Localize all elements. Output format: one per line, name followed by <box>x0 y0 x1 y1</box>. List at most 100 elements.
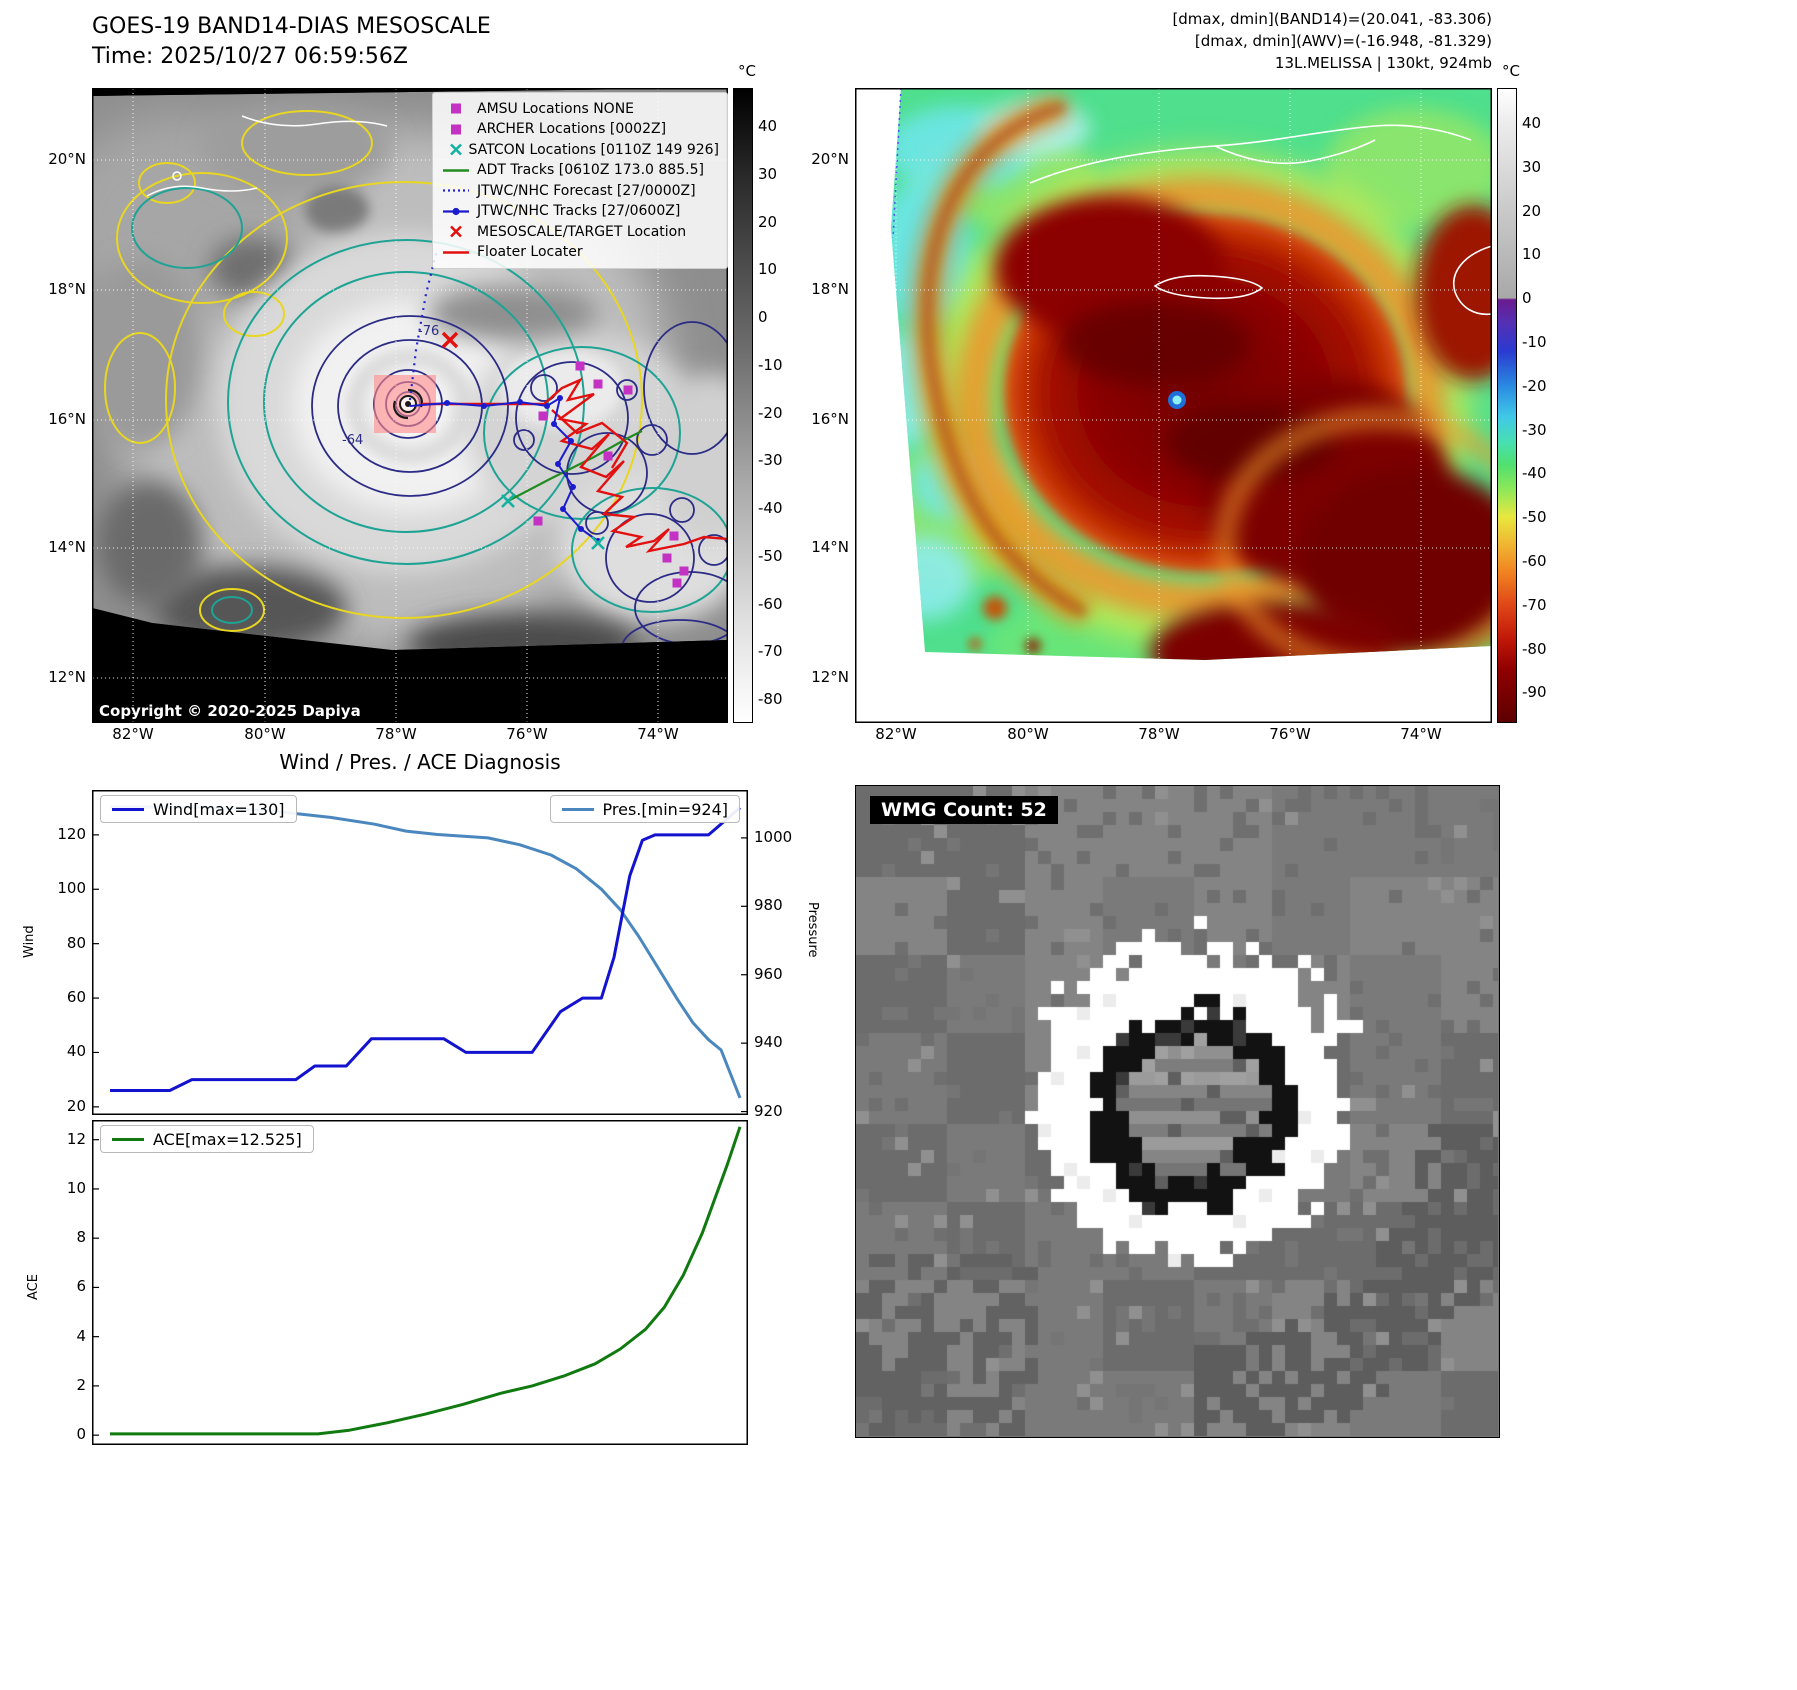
colorbar-tick-label: -10 <box>1522 333 1547 351</box>
ace-tick-label: 0 <box>76 1425 86 1444</box>
wmg-panel: WMG Count: 52 <box>855 785 1500 1438</box>
colorbar-tick-label: -60 <box>758 594 783 613</box>
square-icon <box>451 124 461 135</box>
ace-legend: ACE[max=12.525] <box>100 1125 314 1153</box>
wind-axis-label: Wind <box>22 925 37 958</box>
colorbar-tick-label: -80 <box>1522 639 1547 658</box>
ace-axis-label: ACE <box>26 1274 41 1300</box>
swath-edge-line <box>892 89 902 239</box>
legend-item: ADT Tracks [0610Z 173.0 885.5] <box>441 161 719 181</box>
pressure-legend-label: Pres.[min=924] <box>602 799 728 819</box>
colorbar-tick-label: 0 <box>758 308 768 327</box>
legend-item: ARCHER Locations [0002Z] <box>441 120 719 140</box>
lat-tick-label: 12°N <box>811 668 849 686</box>
contour-label: -76 <box>418 324 439 339</box>
legend-item: MESOSCALE/TARGET Location <box>441 222 719 242</box>
band14-title: GOES-19 BAND14-DIAS MESOSCALE <box>92 14 491 39</box>
lon-tick-label: 76°W <box>506 725 548 743</box>
wmg-image <box>856 786 1498 1436</box>
colorbar-tick-label: -80 <box>758 690 783 709</box>
lat-tick-label: 16°N <box>48 410 86 428</box>
legend-label: MESOSCALE/TARGET Location <box>477 223 687 240</box>
pressure-axis-label: Pressure <box>805 902 820 958</box>
wind-tick-label: 20 <box>66 1096 86 1115</box>
colorbar-tick-label: 30 <box>1522 157 1542 176</box>
colorbar-tick-label: 20 <box>1522 201 1542 220</box>
x-icon <box>450 143 462 156</box>
lat-tick-label: 12°N <box>48 668 86 686</box>
pressure-tick-label: 980 <box>754 896 783 915</box>
pressure-tick-label: 920 <box>754 1101 783 1120</box>
lon-tick-label: 76°W <box>1269 725 1311 743</box>
legend-item: JTWC/NHC Tracks [27/0600Z] <box>441 202 719 222</box>
floater-track-lines <box>422 377 727 553</box>
colorbar-unit: °C <box>1502 62 1520 80</box>
ace-tick-label: 6 <box>76 1277 86 1296</box>
coastline <box>1029 124 1491 316</box>
lat-tick-label: 14°N <box>48 538 86 556</box>
dmax-dmin-awv: [dmax, dmin](AWV)=(-16.948, -81.329) <box>1194 32 1492 50</box>
awv-satellite-map <box>855 88 1492 723</box>
pressure-series-line <box>110 805 742 1099</box>
ace-tick-label: 12 <box>66 1129 86 1148</box>
wind-pressure-chart: Wind[max=130] Pres.[min=924] <box>92 790 748 1115</box>
colorbar-tick-label: -10 <box>758 355 783 374</box>
coastline <box>146 115 388 197</box>
mesoscale-target-marker <box>441 331 459 349</box>
pressure-legend: Pres.[min=924] <box>549 795 740 823</box>
legend-item: AMSU Locations NONE <box>441 99 719 119</box>
copyright-text: Copyright © 2020-2025 Dapiya <box>99 702 361 720</box>
colorbar-tick-label: -30 <box>1522 420 1547 439</box>
colorbar-tick-label: -50 <box>1522 508 1547 527</box>
wind-line-sample <box>112 807 144 811</box>
colorbar-tick-label: -40 <box>758 499 783 518</box>
wind-tick-label: 120 <box>57 824 86 843</box>
legend-item: JTWC/NHC Forecast [27/0000Z] <box>441 181 719 201</box>
colorbar-tick-label: -60 <box>1522 551 1547 570</box>
lat-tick-label: 16°N <box>811 410 849 428</box>
x-icon <box>450 225 462 238</box>
wind-tick-label: 60 <box>66 988 86 1007</box>
colorbar-tick-label: -20 <box>1522 376 1547 395</box>
ace-legend-label: ACE[max=12.525] <box>153 1129 302 1149</box>
wind-tick-label: 40 <box>66 1042 86 1061</box>
ace-tick-label: 8 <box>76 1228 86 1247</box>
line-icon <box>443 251 469 254</box>
wind-legend: Wind[max=130] <box>100 795 297 823</box>
jtwc-track-line <box>409 395 601 544</box>
line-dot-icon <box>443 207 469 215</box>
hurricane-symbol-icon <box>393 388 423 420</box>
colorbar-unit: °C <box>738 62 756 80</box>
colorbar-tick-label: 30 <box>758 164 778 183</box>
lat-tick-label: 18°N <box>811 280 849 298</box>
ace-series-line <box>110 1126 742 1436</box>
wind-pressure-plot <box>92 790 748 1115</box>
band14-time: Time: 2025/10/27 06:59:56Z <box>92 44 408 69</box>
legend-label: Floater Locater <box>477 244 583 261</box>
archer-location-markers <box>533 361 689 588</box>
adt-track-line <box>507 430 643 502</box>
pressure-tick-label: 960 <box>754 964 783 983</box>
legend-label: ADT Tracks [0610Z 173.0 885.5] <box>477 162 704 179</box>
wmg-count-badge: WMG Count: 52 <box>870 796 1058 824</box>
awv-header: [dmax, dmin](BAND14)=(20.041, -83.306) [… <box>1172 8 1492 74</box>
band14-map-legend: AMSU Locations NONE ARCHER Locations [000… <box>432 92 728 269</box>
jtwc-forecast-line <box>408 249 439 401</box>
colorbar-tick-label: -90 <box>1522 683 1547 702</box>
lat-tick-label: 20°N <box>48 150 86 168</box>
legend-label: AMSU Locations NONE <box>477 100 635 117</box>
ace-plot <box>92 1120 748 1445</box>
storm-status: 13L.MELISSA | 130kt, 924mb <box>1274 54 1492 72</box>
colorbar-tick-label: 40 <box>758 117 778 136</box>
wind-tick-label: 100 <box>57 879 86 898</box>
lat-tick-label: 18°N <box>48 280 86 298</box>
wind-legend-label: Wind[max=130] <box>153 799 285 819</box>
legend-label: JTWC/NHC Forecast [27/0000Z] <box>477 182 696 199</box>
lon-tick-label: 80°W <box>1007 725 1049 743</box>
ace-tick-label: 4 <box>76 1326 86 1345</box>
colorbar-tick-label: -40 <box>1522 464 1547 483</box>
ace-tick-label: 2 <box>76 1375 86 1394</box>
ace-chart: ACE[max=12.525] <box>92 1120 748 1445</box>
dotted-line-icon <box>443 189 469 192</box>
